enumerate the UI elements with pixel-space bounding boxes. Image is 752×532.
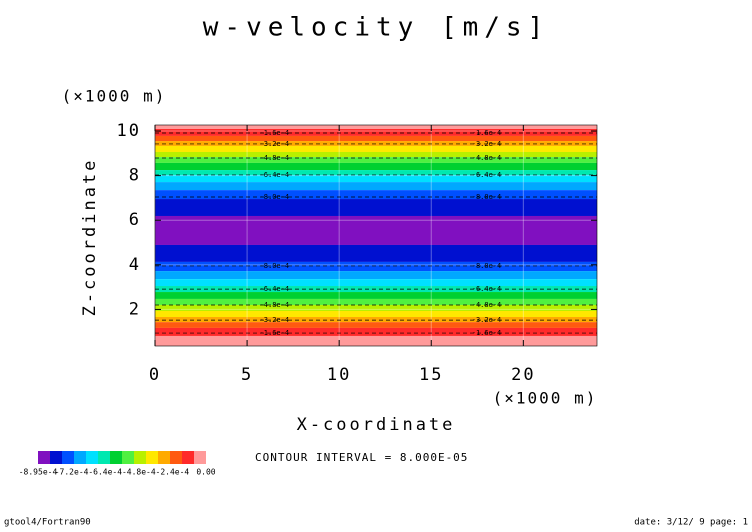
contour-band <box>155 145 597 152</box>
colorbar-swatch <box>38 451 50 464</box>
contour-label: -1.6e-4 <box>260 329 290 337</box>
contour-label: -8.0e-4 <box>260 193 290 201</box>
contour-label: -6.4e-4 <box>260 171 290 179</box>
colorbar-label: -7.2e-4 <box>55 468 89 477</box>
contour-band <box>155 190 597 200</box>
colorbar-label: -8.95e-4 <box>19 468 58 477</box>
y-unit: (×1000 m) <box>62 87 167 106</box>
contour-band <box>155 304 597 311</box>
y-tick-label: 6 <box>129 210 141 230</box>
contour-band <box>155 322 597 328</box>
contour-label: -3.2e-4 <box>260 316 290 324</box>
contour-band <box>155 129 597 136</box>
colorbar-swatch <box>122 451 134 464</box>
contour-band <box>155 261 597 272</box>
contour-band <box>155 151 597 158</box>
x-label: X-coordinate <box>297 415 456 435</box>
contour-label: -1.6e-4 <box>260 129 290 137</box>
colorbar-swatch <box>98 451 110 464</box>
colorbar-label: -4.8e-4 <box>122 468 156 477</box>
chart-title: w-velocity [m/s] <box>203 13 549 43</box>
contour-label: -4.8e-4 <box>472 154 502 162</box>
footer-left: gtool4/Fortran90 <box>4 518 91 528</box>
contour-label: -4.8e-4 <box>260 301 290 309</box>
contour-band <box>155 244 597 262</box>
colorbar-swatch <box>74 451 86 464</box>
contour-band <box>155 162 597 171</box>
colorbar-label: -2.4e-4 <box>156 468 190 477</box>
colorbar-label: -6.4e-4 <box>88 468 122 477</box>
contour-band <box>155 199 597 216</box>
contour-band <box>155 327 597 336</box>
colorbar-swatch <box>146 451 158 464</box>
colorbar-label: 0.00 <box>196 468 215 477</box>
contour-label: -8.0e-4 <box>260 262 290 270</box>
y-tick-label: 8 <box>129 166 141 186</box>
contour-label: -8.0e-4 <box>472 193 502 201</box>
contour-label: -3.2e-4 <box>472 140 502 148</box>
contour-band <box>155 157 597 163</box>
contour-label: -4.8e-4 <box>472 301 502 309</box>
colorbar-swatch <box>134 451 146 464</box>
contour-band <box>155 298 597 305</box>
y-tick-label: 10 <box>117 121 141 141</box>
x-tick-label: 20 <box>511 365 535 385</box>
footer-right: date: 3/12/ 9 page: 1 <box>634 518 748 528</box>
contour-band <box>155 174 597 183</box>
contour-label: -6.4e-4 <box>472 171 502 179</box>
contour-label: -6.4e-4 <box>260 285 290 293</box>
contour-label: -1.6e-4 <box>472 329 502 337</box>
contour-band <box>155 215 597 245</box>
contour-band <box>155 135 597 142</box>
contour-band <box>155 292 597 299</box>
contour-band <box>155 335 597 346</box>
colorbar-swatch <box>50 451 62 464</box>
colorbar-swatch <box>182 451 194 464</box>
x-tick-label: 15 <box>419 365 443 385</box>
contour-interval: CONTOUR INTERVAL = 8.000E-05 <box>255 451 468 464</box>
colorbar-swatch <box>170 451 182 464</box>
plot-frame <box>154 124 598 347</box>
colorbar-swatch <box>110 451 122 464</box>
y-label: Z-coordinate <box>80 158 100 317</box>
contour-label: -1.6e-4 <box>472 129 502 137</box>
y-tick-label: 4 <box>129 255 141 275</box>
x-unit: (×1000 m) <box>493 389 598 408</box>
colorbar-swatch <box>62 451 74 464</box>
contour-label: -3.2e-4 <box>472 316 502 324</box>
colorbar-swatch <box>194 451 206 464</box>
contour-label: -3.2e-4 <box>260 140 290 148</box>
contour-band <box>155 141 597 146</box>
colorbar-swatch <box>158 451 170 464</box>
contour-label: -4.8e-4 <box>260 154 290 162</box>
contour-band <box>155 125 597 130</box>
contour-band <box>155 279 597 287</box>
x-tick-label: 10 <box>327 365 351 385</box>
contour-band <box>155 182 597 191</box>
contour-band <box>155 271 597 280</box>
x-tick-label: 5 <box>241 365 253 385</box>
x-tick-label: 0 <box>149 365 161 385</box>
colorbar-swatch <box>86 451 98 464</box>
contour-band <box>155 170 597 175</box>
contour-label: -6.4e-4 <box>472 285 502 293</box>
contour-band <box>155 317 597 323</box>
y-tick-label: 2 <box>129 299 141 319</box>
contour-band <box>155 310 597 318</box>
contour-label: -8.0e-4 <box>472 262 502 270</box>
